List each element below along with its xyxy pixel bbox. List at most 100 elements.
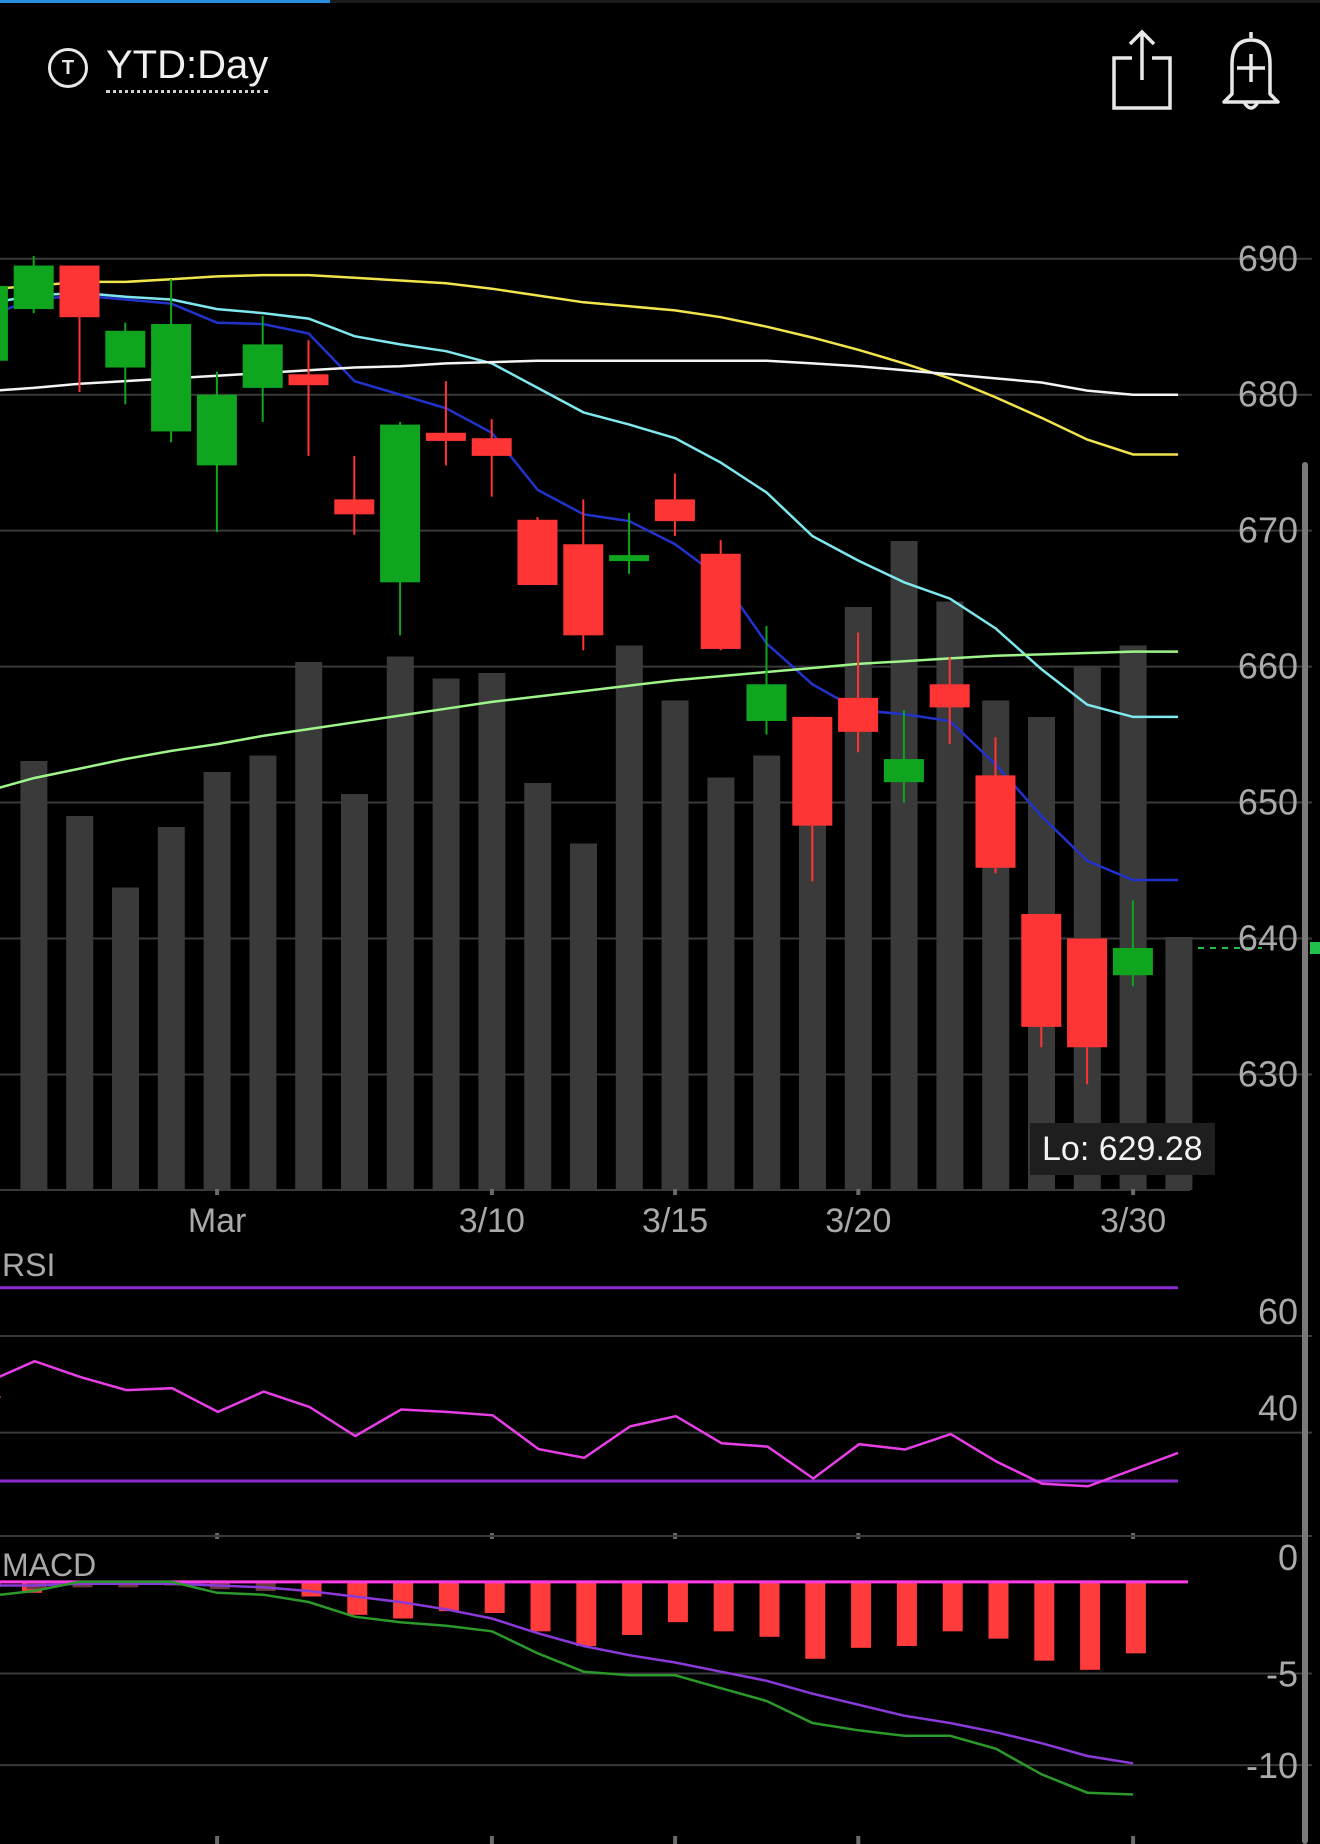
candle-down: [1021, 914, 1062, 1027]
moving-average-line: [0, 291, 1179, 719]
macd-line: [0, 1580, 1134, 1796]
volume-bar: [295, 662, 323, 1190]
share-icon[interactable]: [1110, 28, 1174, 112]
volume-bar: [157, 827, 185, 1190]
volume-bar: [707, 777, 735, 1190]
date-tick-label: 3/15: [642, 1202, 708, 1240]
volume-bar: [615, 645, 643, 1190]
price-tick-label: 640: [1238, 917, 1298, 958]
macd-histogram-bar: [347, 1581, 368, 1615]
price-tick-label: 670: [1238, 510, 1298, 551]
chart-header: T YTD:Day: [0, 0, 1320, 140]
volume-bar: [890, 541, 918, 1190]
macd-histogram-bar: [805, 1581, 826, 1659]
volume-bar: [478, 673, 506, 1190]
macd-histogram-bar: [1080, 1581, 1101, 1670]
date-tick-label: 3/20: [825, 1202, 891, 1240]
candle-down: [471, 438, 512, 456]
period-type-icon[interactable]: T: [48, 48, 88, 88]
macd-tick-label: -10: [1246, 1745, 1298, 1786]
candle-up: [105, 330, 146, 368]
candle-up: [1112, 948, 1153, 976]
volume-bars: [20, 541, 1193, 1190]
price-tick-label: 650: [1238, 782, 1298, 823]
volume-bar: [753, 755, 781, 1190]
candle-up: [380, 424, 421, 583]
period-selector[interactable]: YTD:Day: [106, 42, 269, 93]
candle-up: [883, 759, 924, 783]
date-tick-label: Mar: [188, 1202, 247, 1240]
rsi-line: [0, 1359, 1179, 1488]
candle-down: [288, 374, 329, 386]
candle-up: [13, 265, 54, 310]
moving-average-line: [0, 273, 1179, 456]
volume-bar: [386, 656, 414, 1190]
price-axis-labels: 690 680 670 660 650 640 630: [1238, 238, 1298, 1095]
macd-histogram-bar: [759, 1581, 780, 1637]
macd-histogram-bar: [1034, 1581, 1055, 1661]
volume-bar: [20, 761, 48, 1190]
price-tick-label: 690: [1238, 238, 1298, 279]
price-grid: [0, 257, 1312, 1191]
volume-bar: [432, 678, 460, 1190]
price-tick-label: 680: [1238, 374, 1298, 415]
loading-progress-fill: [0, 0, 330, 3]
vertical-scrollbar[interactable]: [1302, 462, 1308, 1844]
candle-down: [792, 716, 833, 826]
date-axis-labels: Mar 3/10 3/15 3/20 3/30: [188, 1189, 1166, 1844]
rsi-panel: RSI 60 40: [0, 1247, 1312, 1537]
date-tick-label: 3/30: [1100, 1202, 1166, 1240]
macd-panel: MACD 0 -5 -10: [0, 1537, 1312, 1796]
candle-down: [59, 265, 100, 318]
volume-bar: [341, 794, 368, 1190]
rsi-tick-label: 40: [1258, 1388, 1298, 1429]
candle-up: [746, 684, 787, 721]
macd-histogram-bar: [851, 1581, 872, 1648]
date-tick-label: 3/10: [459, 1202, 525, 1240]
volume-bar: [1073, 667, 1101, 1190]
candle-up: [609, 555, 650, 562]
macd-histogram-bar: [1125, 1581, 1146, 1654]
candle-down: [838, 697, 879, 732]
volume-bar: [66, 816, 94, 1190]
bell-plus-icon[interactable]: [1216, 28, 1286, 112]
macd-histogram-bar: [988, 1581, 1009, 1639]
candle-up: [0, 285, 8, 361]
volume-bar: [203, 772, 231, 1190]
macd-title: MACD: [2, 1547, 96, 1583]
candle-down: [929, 684, 970, 708]
macd-histogram-bar: [484, 1581, 505, 1613]
volume-bar: [661, 700, 689, 1190]
candle-down: [975, 775, 1016, 868]
candle-up: [196, 394, 237, 466]
candle-down: [1067, 938, 1108, 1048]
candle-up: [242, 344, 283, 388]
candle-up: [151, 324, 192, 432]
price-tick-label: 660: [1238, 646, 1298, 687]
candlesticks: [0, 256, 1320, 1085]
candle-down: [334, 499, 375, 515]
macd-histogram-bar: [713, 1581, 734, 1632]
candle-down: [425, 432, 466, 441]
rsi-title: RSI: [2, 1247, 55, 1283]
price-tick-label: 630: [1238, 1053, 1298, 1094]
volume-bar: [112, 887, 139, 1190]
low-price-label: Lo: 629.28: [1030, 1123, 1215, 1175]
macd-histogram-bar: [393, 1581, 414, 1619]
last-price-marker: [1310, 942, 1320, 955]
volume-bar: [249, 755, 277, 1190]
candle-down: [700, 553, 741, 649]
macd-histogram-bar: [896, 1581, 917, 1646]
macd-histogram-bar: [530, 1581, 551, 1632]
loading-progress-bar: [0, 0, 1320, 3]
volume-bar: [570, 843, 597, 1190]
candle-down: [563, 544, 604, 636]
macd-histogram-bar: [622, 1581, 643, 1635]
candle-down: [517, 519, 558, 586]
volume-bar: [524, 783, 552, 1190]
macd-histogram-bar: [667, 1581, 688, 1623]
macd-tick-label: -5: [1266, 1654, 1298, 1695]
macd-histogram-bar: [438, 1581, 459, 1612]
candle-down: [654, 499, 695, 522]
